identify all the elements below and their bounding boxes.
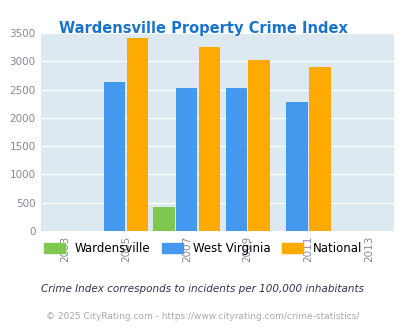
Bar bbox=[198, 47, 220, 231]
Bar bbox=[248, 60, 269, 231]
Text: Crime Index corresponds to incidents per 100,000 inhabitants: Crime Index corresponds to incidents per… bbox=[41, 284, 364, 294]
Bar bbox=[153, 207, 174, 231]
Bar bbox=[309, 67, 330, 231]
Text: © 2025 CityRating.com - https://www.cityrating.com/crime-statistics/: © 2025 CityRating.com - https://www.city… bbox=[46, 312, 359, 321]
Bar bbox=[286, 102, 307, 231]
Bar bbox=[126, 38, 147, 231]
Bar bbox=[176, 88, 197, 231]
Legend: Wardensville, West Virginia, National: Wardensville, West Virginia, National bbox=[39, 237, 366, 260]
Bar bbox=[104, 82, 125, 231]
Bar bbox=[225, 88, 246, 231]
Text: Wardensville Property Crime Index: Wardensville Property Crime Index bbox=[58, 21, 347, 36]
